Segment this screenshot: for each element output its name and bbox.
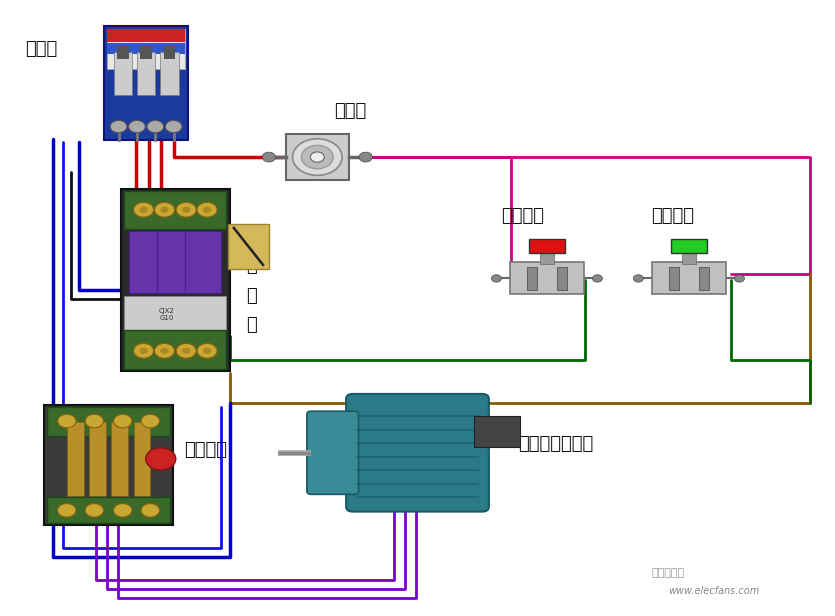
Circle shape [147, 120, 164, 133]
Circle shape [203, 207, 211, 213]
Bar [124, 191, 226, 230]
FancyBboxPatch shape [509, 262, 584, 294]
Circle shape [114, 504, 132, 517]
Circle shape [114, 414, 132, 428]
Circle shape [491, 275, 501, 282]
Circle shape [154, 202, 175, 217]
Text: 电子发烧友: 电子发烧友 [651, 568, 685, 578]
Bar [286, 134, 349, 180]
Bar [669, 267, 679, 290]
Circle shape [134, 343, 154, 358]
Bar [111, 422, 128, 496]
Bar [699, 267, 709, 290]
Bar [107, 43, 185, 54]
Circle shape [197, 343, 217, 358]
Circle shape [160, 347, 169, 354]
Circle shape [359, 152, 372, 162]
Text: 停止按钮: 停止按钮 [501, 206, 544, 225]
Circle shape [139, 347, 148, 354]
Circle shape [633, 275, 643, 282]
Bar [160, 52, 179, 95]
Circle shape [182, 347, 190, 354]
FancyBboxPatch shape [44, 405, 174, 525]
Bar [89, 422, 106, 496]
Circle shape [129, 120, 145, 133]
Circle shape [176, 202, 196, 217]
Circle shape [176, 343, 196, 358]
Bar [124, 330, 226, 368]
Bar [474, 416, 519, 447]
Circle shape [134, 202, 154, 217]
Circle shape [197, 202, 217, 217]
Bar [134, 422, 150, 496]
Bar [137, 52, 155, 95]
FancyBboxPatch shape [121, 189, 230, 371]
Bar [682, 248, 696, 264]
Circle shape [182, 207, 190, 213]
Circle shape [85, 504, 104, 517]
Circle shape [292, 139, 342, 176]
Circle shape [141, 414, 159, 428]
Circle shape [110, 120, 127, 133]
FancyBboxPatch shape [346, 394, 488, 511]
Bar [671, 239, 707, 253]
Bar [164, 46, 175, 59]
Bar [529, 239, 565, 253]
Circle shape [262, 152, 276, 162]
Bar [540, 248, 554, 264]
Text: 断路器: 断路器 [25, 40, 58, 59]
Bar [117, 46, 129, 59]
Bar [107, 29, 185, 42]
Circle shape [160, 207, 169, 213]
Bar [48, 496, 170, 522]
Text: www.elecfans.com: www.elecfans.com [668, 586, 759, 596]
Circle shape [734, 275, 744, 282]
Bar [124, 296, 226, 333]
Circle shape [141, 504, 159, 517]
FancyBboxPatch shape [651, 262, 726, 294]
Bar [48, 407, 170, 436]
Circle shape [203, 347, 211, 354]
Bar [157, 231, 194, 293]
FancyBboxPatch shape [104, 26, 188, 140]
Text: 熔断器: 熔断器 [334, 102, 367, 120]
Bar [67, 422, 84, 496]
Bar [107, 30, 185, 70]
Bar [129, 231, 166, 293]
FancyBboxPatch shape [307, 411, 359, 494]
Text: 接
触
器: 接 触 器 [246, 257, 257, 334]
Bar [557, 267, 567, 290]
Circle shape [311, 152, 324, 162]
Circle shape [146, 448, 176, 470]
Circle shape [301, 145, 333, 169]
Circle shape [593, 275, 603, 282]
Text: 热继电器: 热继电器 [184, 440, 226, 459]
Circle shape [139, 207, 148, 213]
Circle shape [165, 120, 182, 133]
Circle shape [58, 414, 76, 428]
FancyBboxPatch shape [228, 224, 269, 269]
Circle shape [58, 504, 76, 517]
Bar [140, 46, 152, 59]
Circle shape [154, 343, 175, 358]
Text: 三相异步电动机: 三相异步电动机 [518, 434, 593, 453]
Text: CJX2
G10: CJX2 G10 [159, 307, 175, 321]
Bar [185, 231, 221, 293]
Bar [114, 52, 132, 95]
Text: 启动按钮: 启动按钮 [651, 206, 694, 225]
Circle shape [85, 414, 104, 428]
Bar [527, 267, 537, 290]
